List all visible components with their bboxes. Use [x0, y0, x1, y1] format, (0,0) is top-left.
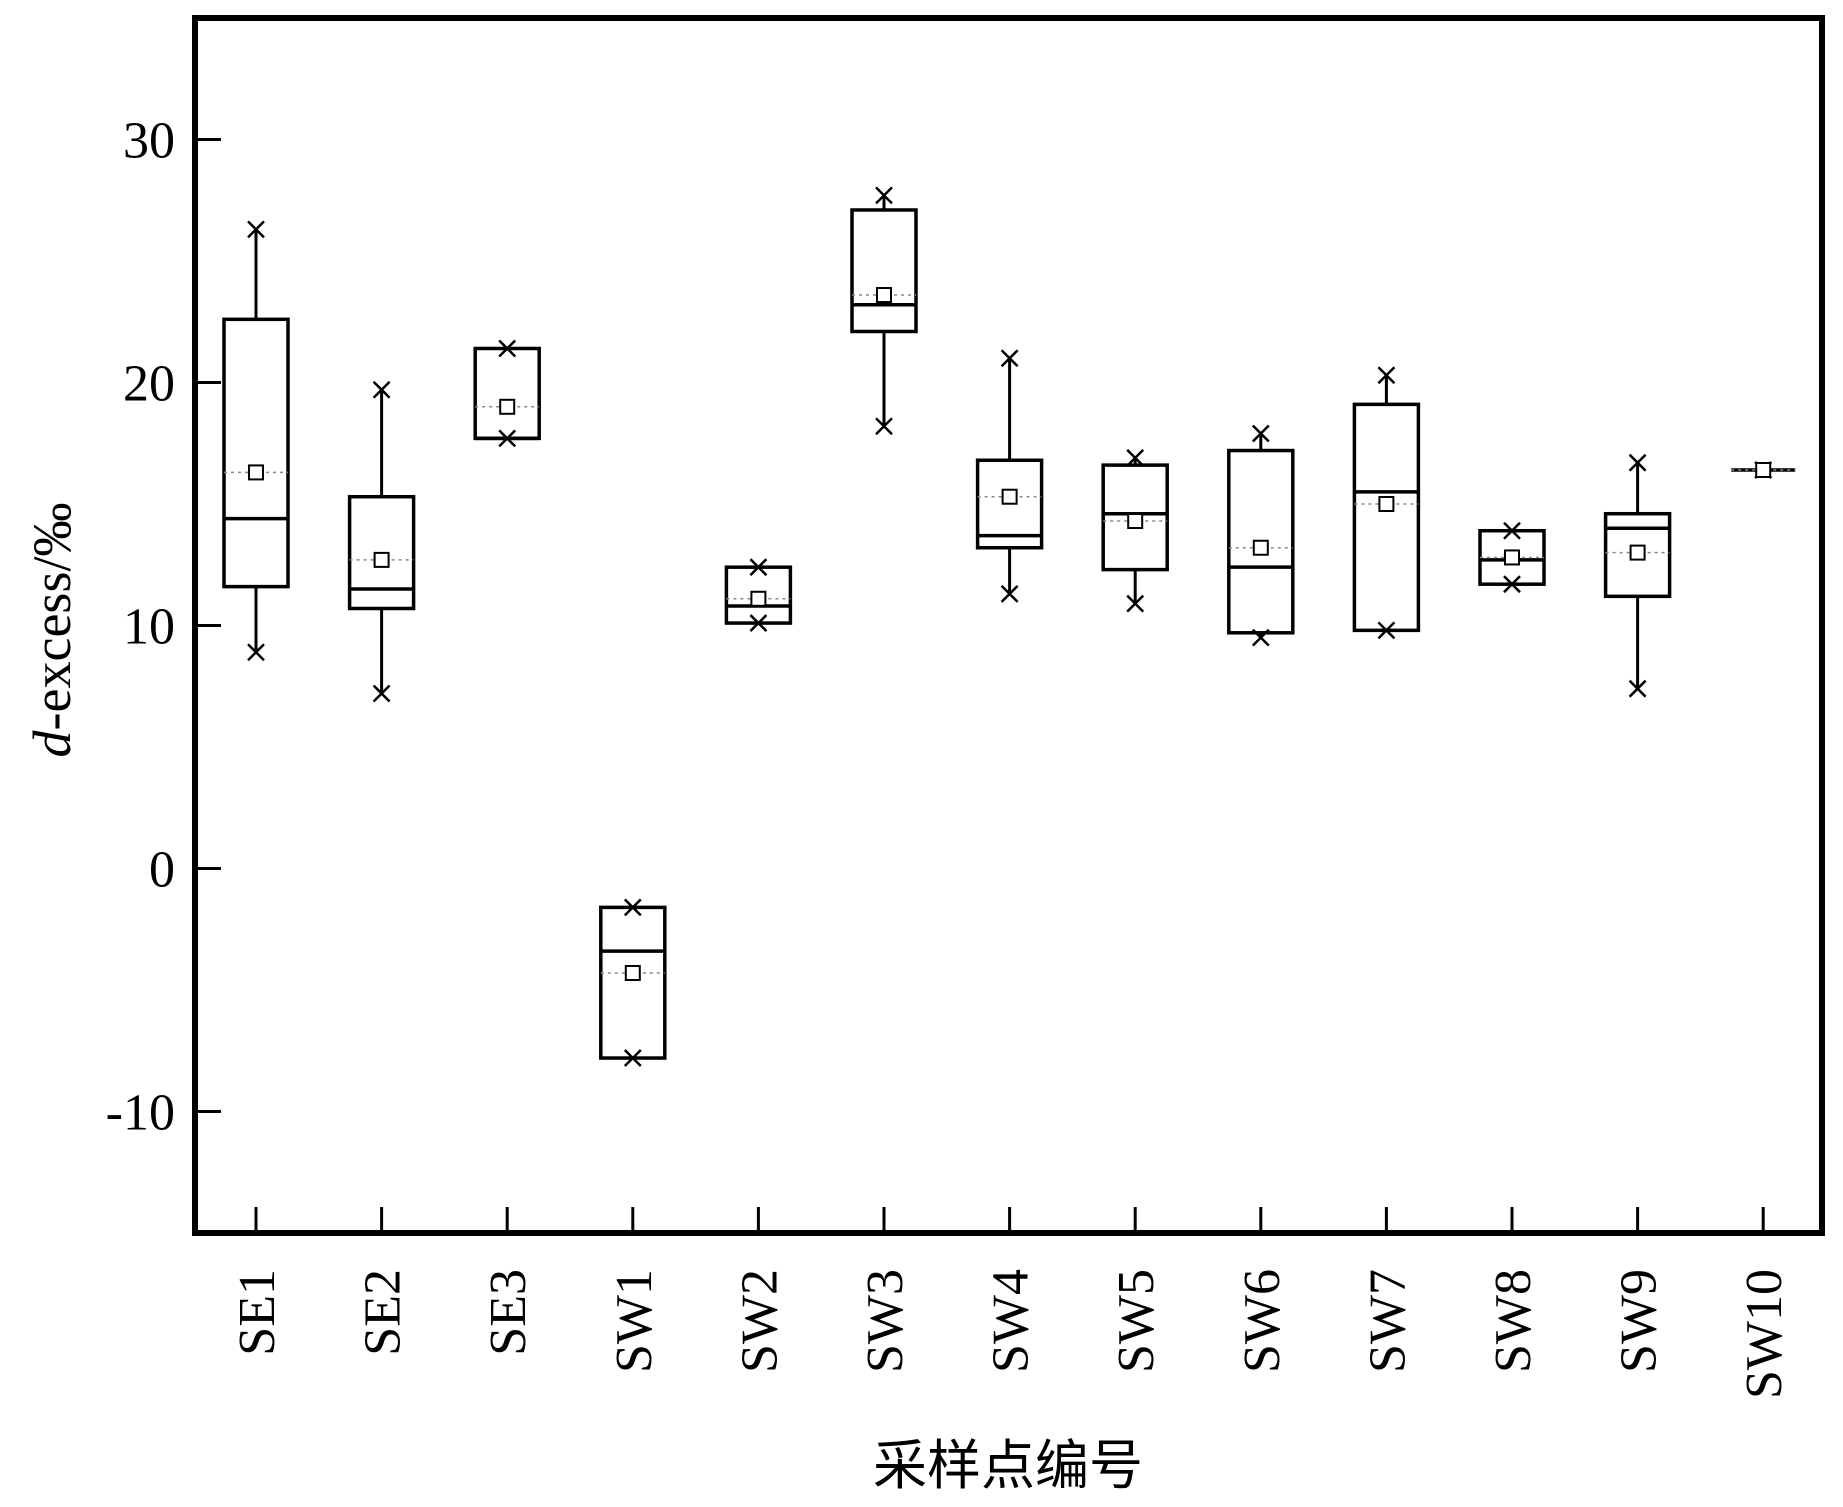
x-category-label: SW6	[1234, 1269, 1291, 1373]
box-SW1	[599, 898, 667, 1067]
max-marker	[498, 339, 517, 358]
mean-marker	[1127, 513, 1144, 530]
min-marker	[1377, 621, 1396, 640]
y-axis-title-italic: d	[22, 729, 82, 757]
boxes	[222, 186, 1796, 1067]
iqr-box	[347, 494, 416, 611]
iqr-box	[473, 346, 541, 441]
max-marker	[1377, 366, 1396, 385]
box-SW10	[1731, 461, 1796, 479]
y-tick-label: 30	[123, 113, 175, 170]
min-marker	[247, 643, 265, 662]
box-SE2	[347, 380, 416, 703]
box-SW3	[850, 186, 918, 436]
max-marker	[1628, 453, 1647, 472]
x-category-label: SE1	[229, 1269, 286, 1356]
y-tick-label: 20	[123, 356, 175, 413]
x-category-label: SW10	[1736, 1269, 1793, 1399]
mean-marker	[1629, 544, 1646, 561]
box-SW8	[1478, 521, 1546, 594]
box-SW2	[724, 558, 793, 632]
mean-marker	[248, 464, 264, 481]
box-SE1	[222, 220, 290, 662]
x-axis-title: 采样点编号	[873, 1434, 1143, 1497]
y-tick-label: -10	[106, 1085, 175, 1142]
y-tick-label: 10	[123, 599, 175, 656]
iqr-box	[1101, 463, 1169, 572]
max-marker	[372, 380, 391, 399]
max-marker	[1126, 448, 1145, 467]
box-SW4	[975, 349, 1044, 603]
mean-marker	[1252, 539, 1269, 556]
y-axis-title: d-excess/‰	[22, 503, 82, 758]
iqr-box	[975, 458, 1044, 550]
max-marker	[749, 558, 768, 577]
x-category-label: SW8	[1485, 1269, 1542, 1373]
min-marker	[875, 417, 893, 436]
mean-marker	[876, 287, 892, 304]
iqr-box	[1603, 511, 1672, 599]
x-category-label: SW3	[857, 1269, 914, 1373]
mean-marker	[750, 590, 767, 607]
mean-marker	[499, 398, 516, 415]
max-marker	[623, 898, 642, 917]
box-SW5	[1101, 448, 1169, 613]
iqr-box	[599, 905, 667, 1060]
min-marker	[498, 429, 517, 448]
box-SW7	[1352, 366, 1421, 640]
max-marker	[875, 186, 893, 205]
box-SW6	[1227, 424, 1295, 647]
box-SW9	[1603, 453, 1672, 698]
min-marker	[1503, 575, 1521, 594]
min-marker	[1251, 628, 1270, 647]
mean-marker	[373, 551, 390, 568]
iqr-box	[850, 208, 918, 334]
min-marker	[1126, 594, 1145, 613]
y-tick-label: 0	[149, 842, 175, 899]
x-category-label: SE2	[355, 1269, 412, 1356]
x-axis: SE1 SE2 SE3 SW1 SW2 SW3 SW4 SW5 SW6 SW7 SW8 SW9 SW10	[229, 1207, 1793, 1399]
x-category-label: SW7	[1359, 1269, 1416, 1373]
x-category-label: SE3	[480, 1269, 537, 1356]
min-marker	[749, 614, 768, 632]
y-axis-title-rest: -excess/‰	[22, 503, 82, 731]
max-marker	[1000, 349, 1019, 368]
mean-marker	[1504, 549, 1520, 566]
min-marker	[623, 1049, 642, 1067]
x-category-label: SW5	[1108, 1269, 1165, 1373]
x-category-label: SW9	[1611, 1269, 1668, 1373]
x-category-label: SW1	[606, 1269, 663, 1373]
mean-marker	[624, 964, 641, 981]
x-category-label: SW4	[983, 1269, 1040, 1373]
min-marker	[372, 684, 391, 703]
y-axis: -10 0 10 20 30	[106, 113, 221, 1142]
mean-marker	[1001, 488, 1018, 505]
x-category-label: SW2	[731, 1269, 788, 1373]
iqr-box	[1352, 402, 1421, 633]
box-SE3	[473, 339, 541, 448]
max-marker	[1503, 521, 1521, 540]
plot-frame	[192, 15, 1825, 1236]
iqr-box	[1227, 448, 1295, 635]
mean-marker	[1755, 461, 1772, 478]
max-marker	[1251, 424, 1270, 443]
min-marker	[1628, 679, 1647, 698]
iqr-box	[222, 317, 290, 589]
mean-marker	[1378, 496, 1395, 512]
min-marker	[1000, 585, 1019, 603]
max-marker	[247, 220, 265, 239]
